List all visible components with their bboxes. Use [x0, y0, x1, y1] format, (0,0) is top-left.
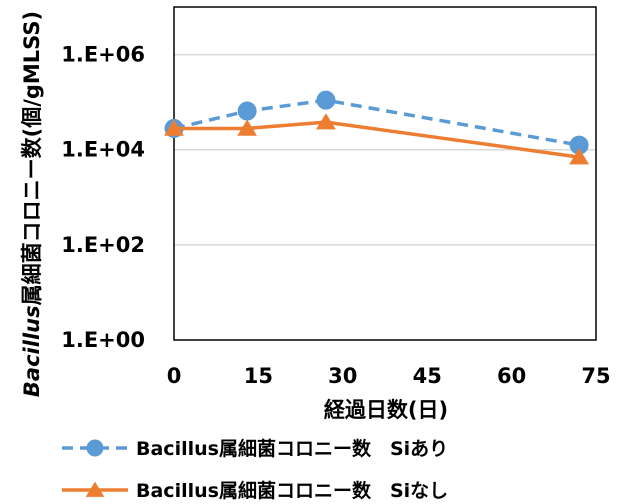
x-tick-label: 15 [244, 364, 273, 388]
data-point [237, 101, 257, 121]
data-point-legend-marker [85, 481, 105, 497]
y-tick-label: 1.E+04 [61, 138, 145, 162]
series-1 [164, 90, 589, 155]
data-point [316, 113, 336, 130]
y-axis-title: Bacillus属細菌コロニー数(個/gMLSS) [20, 11, 44, 397]
series-line [174, 120, 580, 159]
y-axis-title-italic: Bacillus [20, 305, 44, 397]
x-tick-label: 60 [497, 364, 526, 388]
legend-label: Bacillus属細菌コロニー数 Siなし [136, 479, 448, 502]
series-layer [164, 90, 590, 165]
x-tick-label: 0 [167, 364, 182, 388]
data-point [569, 148, 590, 165]
data-point [569, 135, 589, 155]
x-tick-labels: 0 15 30 45 60 75 [167, 364, 611, 388]
series-2 [164, 113, 590, 165]
data-point [237, 119, 258, 136]
x-tick-label: 75 [581, 364, 610, 388]
x-tick-label: 30 [328, 364, 357, 388]
y-tick-labels: 1.E+00 1.E+02 1.E+04 1.E+06 [61, 43, 145, 352]
plot-area [173, 6, 597, 341]
x-axis-title: 経過日数(日) [324, 398, 448, 422]
y-tick-label: 1.E+02 [61, 233, 145, 257]
legend-item: Bacillus属細菌コロニー数 Siあり [62, 437, 448, 460]
legend-item: Bacillus属細菌コロニー数 Siなし [62, 479, 448, 502]
y-tick-label: 1.E+00 [61, 328, 145, 352]
series-line [173, 98, 580, 147]
y-tick-label: 1.E+06 [61, 43, 145, 67]
data-point [316, 90, 336, 110]
x-tick-label: 45 [413, 364, 442, 388]
legend: Bacillus属細菌コロニー数 Siあり Bacillus属細菌コロニー数 Si… [62, 437, 448, 502]
legend-label: Bacillus属細菌コロニー数 Siあり [136, 437, 448, 460]
data-point [164, 119, 184, 136]
y-axis-title-rest: 属細菌コロニー数(個/gMLSS) [20, 11, 44, 305]
data-point-legend-marker [86, 439, 104, 457]
